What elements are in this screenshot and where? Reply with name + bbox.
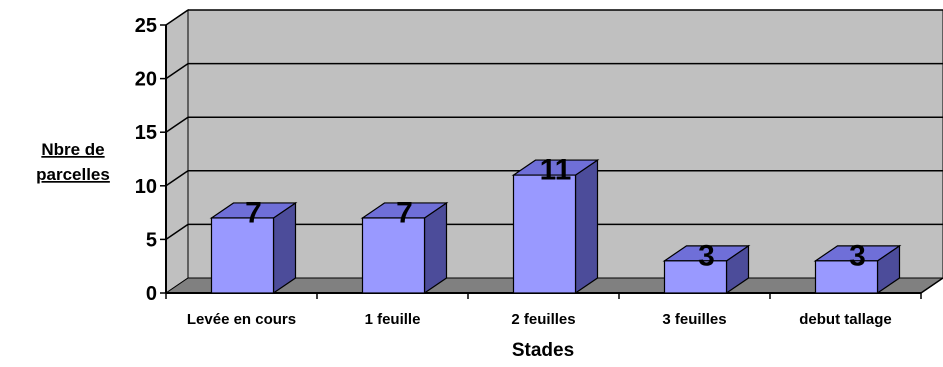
bar-2: 7 (360, 196, 449, 295)
x-axis-labels: Levée en cours 1 feuille 2 feuilles 3 feuil… (187, 311, 892, 328)
x-tick-label: 1 feuille (365, 311, 421, 328)
y-tick-label: 0 (146, 283, 157, 305)
floor-edge (920, 277, 943, 294)
bar-side (574, 158, 599, 295)
y-tick-label: 15 (135, 122, 157, 144)
gridline-side (165, 223, 189, 241)
data-label: 3 (849, 239, 866, 272)
x-axis-title: Stades (512, 340, 574, 361)
y-axis-title-line2: parcelles (36, 165, 110, 184)
bar-3: 11 (511, 154, 600, 295)
bar-1: 7 (209, 196, 298, 295)
bar-front (814, 260, 879, 294)
gridline-side (165, 9, 189, 26)
data-label: 7 (396, 196, 413, 229)
gridline-side (165, 62, 189, 80)
y-tick-label: 10 (135, 176, 157, 198)
x-tick-label: debut tallage (799, 311, 892, 328)
bar-front (512, 174, 577, 294)
data-label: 11 (540, 154, 572, 187)
y-tick-label: 5 (146, 229, 157, 251)
gridline-side (165, 116, 189, 133)
x-tick-label: 3 feuilles (662, 311, 726, 328)
x-axis-ticks (165, 293, 922, 299)
bar-front (663, 260, 728, 294)
bar-front (361, 217, 426, 294)
data-label: 3 (698, 239, 715, 272)
data-label: 7 (245, 196, 262, 229)
gridline-side (165, 170, 189, 187)
bar-side (423, 201, 448, 295)
bars: 7 7 11 3 3 (209, 154, 902, 295)
y-tick-label: 20 (135, 69, 157, 91)
bar-front (210, 217, 275, 294)
y-axis-ticks: 0 5 10 15 20 25 (135, 15, 166, 305)
x-tick-label: 2 feuilles (511, 311, 575, 328)
y-axis-title-line1: Nbre de (41, 140, 104, 159)
x-tick-label: Levée en cours (187, 311, 296, 328)
side-wall (165, 9, 189, 294)
bar-4: 3 (662, 239, 751, 295)
bar-side (272, 201, 297, 295)
y-tick-label: 25 (135, 15, 157, 37)
bar-5: 3 (813, 239, 902, 295)
